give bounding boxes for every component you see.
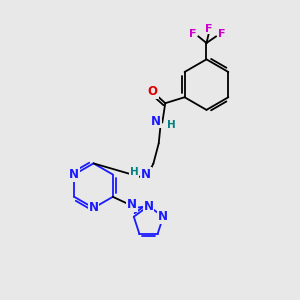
Text: F: F (189, 29, 197, 39)
Text: H: H (130, 167, 138, 177)
Text: N: N (158, 210, 168, 223)
Text: N: N (152, 115, 161, 128)
Text: F: F (205, 24, 213, 34)
Text: N: N (143, 200, 154, 212)
Text: F: F (218, 29, 225, 39)
Text: N: N (127, 198, 136, 211)
Text: N: N (141, 168, 151, 181)
Text: H: H (167, 120, 176, 130)
Text: N: N (88, 202, 98, 214)
Text: O: O (148, 85, 158, 98)
Text: N: N (69, 168, 79, 181)
